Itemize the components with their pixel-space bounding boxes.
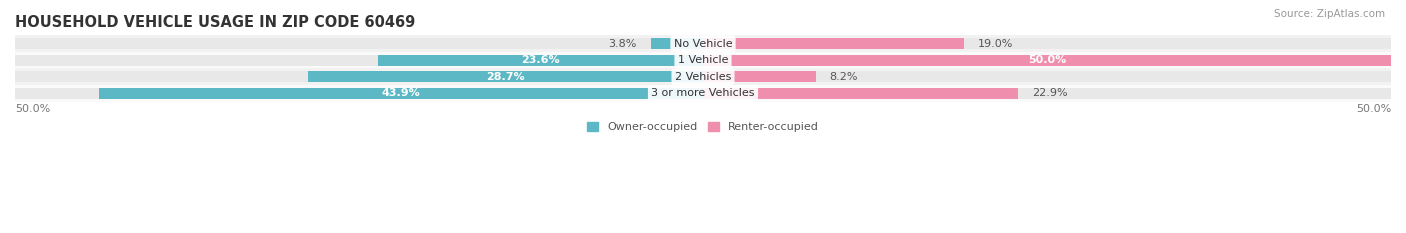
Text: 23.6%: 23.6% [522, 55, 560, 65]
Bar [703, 38, 1391, 49]
Text: 50.0%: 50.0% [1355, 104, 1391, 114]
Bar [703, 38, 965, 49]
Text: Source: ZipAtlas.com: Source: ZipAtlas.com [1274, 9, 1385, 19]
Bar [15, 35, 1391, 52]
Bar [703, 71, 1391, 82]
Text: 50.0%: 50.0% [1028, 55, 1066, 65]
Text: 3 or more Vehicles: 3 or more Vehicles [651, 88, 755, 98]
Bar [15, 71, 703, 82]
Bar [15, 38, 703, 49]
Bar [651, 38, 703, 49]
Text: HOUSEHOLD VEHICLE USAGE IN ZIP CODE 60469: HOUSEHOLD VEHICLE USAGE IN ZIP CODE 6046… [15, 15, 415, 30]
Text: 2 Vehicles: 2 Vehicles [675, 72, 731, 82]
Bar [703, 55, 1391, 66]
Bar [98, 88, 703, 99]
Legend: Owner-occupied, Renter-occupied: Owner-occupied, Renter-occupied [586, 122, 820, 132]
Bar [15, 55, 703, 66]
Bar [703, 88, 1391, 99]
Text: 8.2%: 8.2% [830, 72, 858, 82]
Bar [703, 71, 815, 82]
Bar [15, 52, 1391, 69]
Bar [308, 71, 703, 82]
Text: 28.7%: 28.7% [486, 72, 524, 82]
Bar [15, 69, 1391, 85]
Bar [15, 88, 703, 99]
Bar [703, 55, 1391, 66]
Text: 50.0%: 50.0% [15, 104, 51, 114]
Text: 3.8%: 3.8% [609, 39, 637, 49]
Text: No Vehicle: No Vehicle [673, 39, 733, 49]
Bar [703, 88, 1018, 99]
Text: 1 Vehicle: 1 Vehicle [678, 55, 728, 65]
Bar [15, 85, 1391, 102]
Bar [378, 55, 703, 66]
Text: 22.9%: 22.9% [1032, 88, 1067, 98]
Text: 19.0%: 19.0% [979, 39, 1014, 49]
Text: 43.9%: 43.9% [381, 88, 420, 98]
